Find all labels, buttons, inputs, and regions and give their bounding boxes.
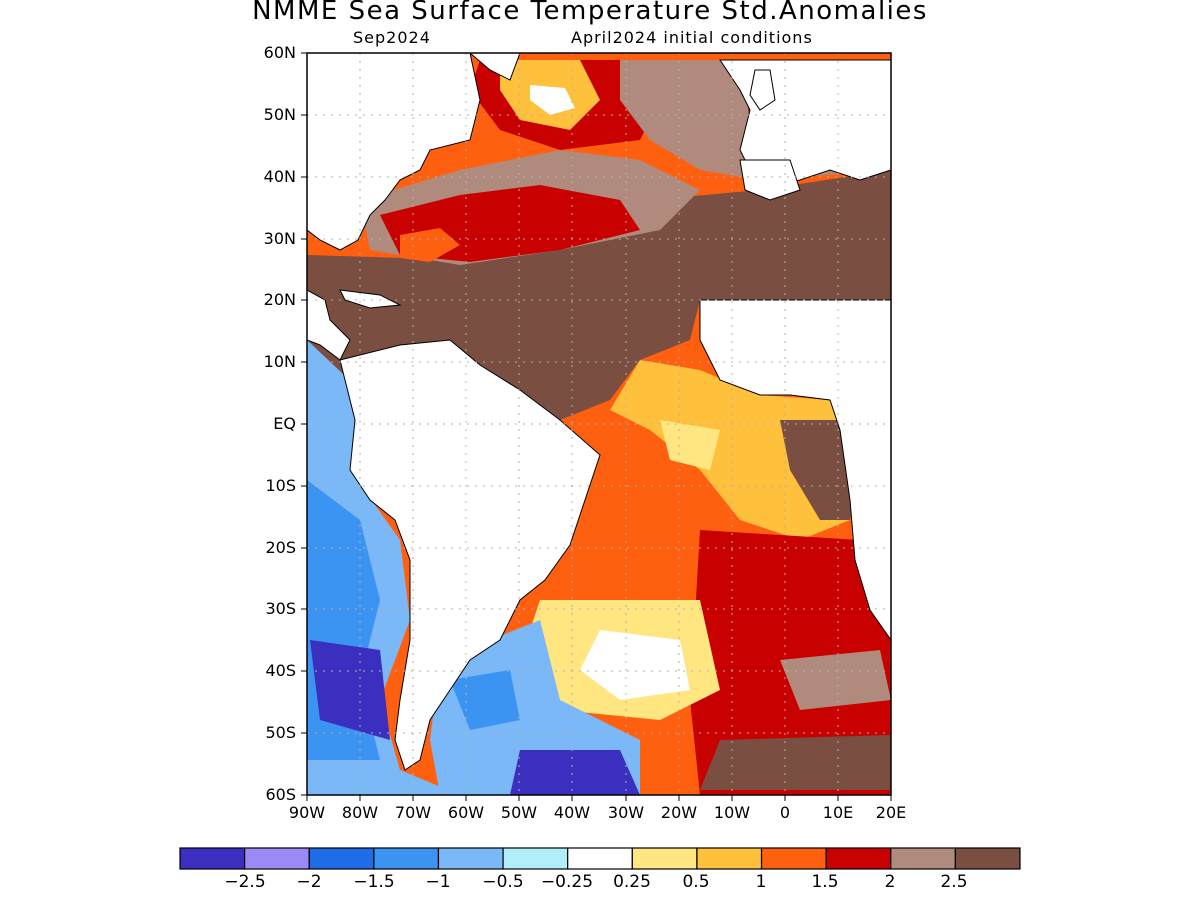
lon-label: 60W (447, 803, 485, 822)
lat-label: 60S (265, 785, 296, 804)
colorbar-label: −0.25 (540, 872, 594, 892)
colorbar-swatch (437, 847, 504, 870)
lon-label: 0 (779, 803, 791, 822)
anomaly-region-labrador-white (530, 85, 575, 115)
lon-label: 20W (660, 803, 698, 822)
central-america-land (307, 289, 351, 361)
lon-label: 80W (341, 803, 379, 822)
lon-label: 20E (875, 803, 907, 822)
forecast-month: Sep2024 (353, 28, 431, 47)
anomaly-region-southeast-brown (700, 735, 891, 790)
lat-label: 40N (263, 167, 296, 186)
lat-label: 30S (265, 599, 296, 618)
colorbar-swatch (760, 847, 827, 870)
lat-label: 10S (265, 476, 296, 495)
lon-label: 70W (394, 803, 432, 822)
graticule (307, 53, 891, 795)
anomaly-region-benguela-brown (780, 420, 860, 520)
colorbar-label: 2.5 (940, 872, 968, 892)
tick-marks (301, 52, 892, 801)
colorbar-swatch (244, 847, 310, 870)
colorbar-swatch (696, 847, 763, 870)
south-america-land (339, 339, 601, 771)
north-america-land (307, 53, 481, 251)
initial-conditions: April2024 initial conditions (571, 28, 813, 47)
anomaly-region-gulf-orange (400, 228, 460, 262)
lat-label: 50N (263, 105, 296, 124)
colorbar-swatch (890, 847, 956, 870)
uk-land (749, 69, 776, 111)
map-title: NMME Sea Surface Temperature Std.Anomali… (252, 0, 928, 26)
land-layer (307, 53, 891, 771)
colorbar-label: −0.5 (482, 872, 524, 892)
colorbar-label: −2.5 (224, 872, 266, 892)
colorbar (179, 847, 1021, 870)
lat-label: 60N (263, 43, 296, 62)
anomaly-region-southeast-tan (780, 650, 891, 710)
colorbar-label: −1 (425, 872, 451, 892)
colorbar-label: 2 (884, 872, 896, 892)
colorbar-swatch (954, 847, 1021, 870)
anomaly-region-west-cold-deep (310, 640, 390, 740)
colorbar-swatch (179, 847, 246, 870)
lon-label: 40W (553, 803, 591, 822)
colorbar-swatch (373, 847, 440, 870)
colorbar-swatch (502, 847, 569, 870)
lat-label: 20S (265, 538, 296, 557)
colorbar-swatch (631, 847, 698, 870)
lat-label: EQ (273, 414, 296, 433)
lon-label: 90W (288, 803, 326, 822)
colorbar-label: 0.5 (682, 872, 710, 892)
colorbar-label: −1.5 (353, 872, 395, 892)
greenland-land (469, 53, 521, 81)
colorbar-label: −2 (296, 872, 322, 892)
africa-land (699, 299, 891, 641)
cuba-land (339, 289, 402, 309)
lat-label: 50S (265, 723, 296, 742)
lon-label: 10E (822, 803, 854, 822)
lat-label: 10N (263, 352, 296, 371)
colorbar-label: 1.5 (811, 872, 839, 892)
lat-label: 30N (263, 229, 296, 248)
lon-label: 50W (500, 803, 538, 822)
colorbar-swatch (308, 847, 375, 870)
colorbar-label: 1 (755, 872, 767, 892)
lat-label: 40S (265, 661, 296, 680)
anomaly-region-falklands-blue (450, 670, 520, 730)
anomaly-region-gulf-guinea (610, 360, 860, 540)
lat-label: 20N (263, 290, 296, 309)
anomaly-region-south-central-white (580, 630, 690, 700)
colorbar-label: 0.25 (613, 872, 651, 892)
anomaly-region-tropical-white (660, 420, 720, 470)
lon-label: 30W (607, 803, 645, 822)
anomaly-region-falklands-deep (510, 750, 640, 795)
colorbar-swatch (825, 847, 892, 870)
colorbar-swatch (567, 847, 633, 870)
lon-label: 10W (713, 803, 751, 822)
